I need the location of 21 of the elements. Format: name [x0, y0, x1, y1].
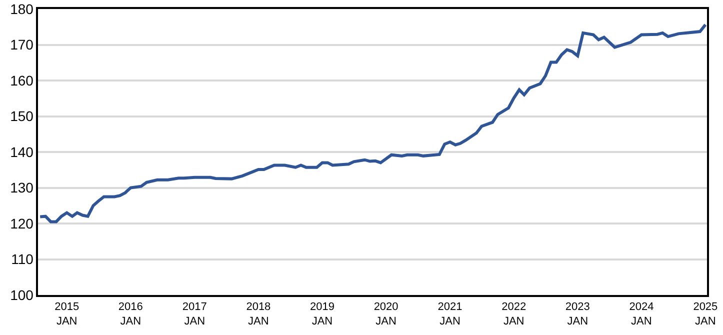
y-tick-label: 120: [10, 215, 34, 232]
x-tick-label: 2018 JAN: [246, 300, 271, 328]
y-tick-label: 170: [10, 36, 34, 53]
x-tick-label: 2025 JAN: [693, 300, 718, 328]
x-tick-label: 2022 JAN: [502, 300, 526, 328]
line-series: [38, 23, 707, 224]
x-tick-label: 2017 JAN: [182, 300, 207, 328]
y-tick-label: 130: [10, 180, 34, 196]
x-tick-label: 2021 JAN: [438, 300, 462, 328]
x-tick-label: 2015 JAN: [54, 300, 80, 328]
x-tick-label: 2019 JAN: [310, 300, 334, 328]
x-tick-label: 2023 JAN: [565, 300, 590, 328]
x-tick-label: 2020 JAN: [374, 300, 398, 328]
y-tick-label: 110: [11, 251, 34, 268]
x-tick-label: 2024 JAN: [629, 300, 654, 328]
y-tick-label: 180: [10, 0, 34, 17]
x-tick-label: 2016 JAN: [118, 300, 143, 328]
y-tick-label: 100: [10, 286, 34, 303]
y-tick-label: 160: [10, 72, 34, 88]
y-tick-label: 140: [10, 144, 34, 160]
y-tick-label: 150: [10, 108, 34, 124]
